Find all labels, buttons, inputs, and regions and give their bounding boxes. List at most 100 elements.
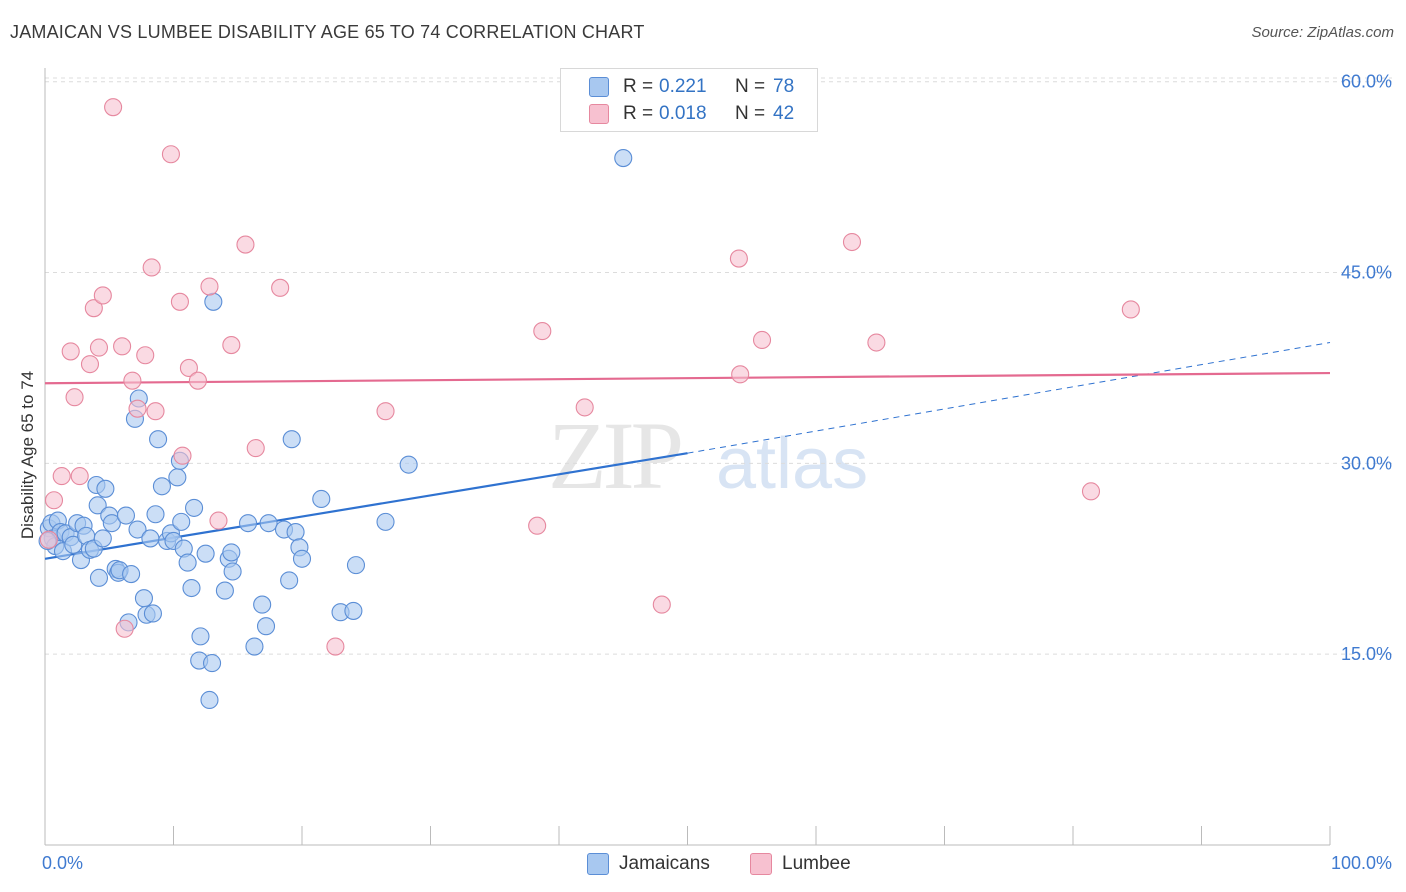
data-point-lumbee (200, 277, 219, 296)
trend-line-lumbee (44, 371, 1331, 385)
data-point-jamaicans (614, 149, 633, 168)
data-point-lumbee (84, 299, 103, 318)
data-point-lumbee (142, 258, 161, 277)
data-point-jamaicans (122, 564, 141, 584)
data-point-lumbee (376, 402, 395, 421)
data-point-jamaicans (141, 529, 160, 548)
data-point-lumbee (752, 330, 772, 350)
data-point-jamaicans (185, 498, 204, 517)
data-point-lumbee (209, 511, 228, 530)
series-jamaicans (38, 149, 633, 710)
x-tick-label: 0.0% (42, 853, 83, 873)
data-point-jamaicans (282, 430, 301, 449)
data-point-lumbee (80, 355, 100, 374)
data-point-lumbee (867, 333, 886, 352)
legend-n-label: N = (735, 103, 766, 124)
legend-n-value: 42 (773, 103, 795, 124)
data-point-jamaicans (203, 654, 222, 673)
data-point-lumbee (188, 371, 207, 390)
data-point-lumbee (52, 467, 71, 486)
data-point-jamaicans (196, 544, 215, 563)
data-point-lumbee (533, 322, 552, 341)
watermark-atlas: atlas (716, 424, 868, 504)
data-point-jamaicans (222, 543, 241, 562)
data-point-lumbee (842, 232, 862, 252)
stats-legend: R = 0.221 N = 78 R = 0.018 N = 42 (560, 68, 818, 132)
data-point-jamaicans (344, 601, 363, 620)
data-point-jamaicans (399, 455, 418, 474)
data-point-lumbee (179, 358, 198, 378)
data-point-jamaicans (215, 581, 234, 600)
data-point-lumbee (136, 346, 155, 365)
data-point-lumbee (89, 338, 109, 357)
chart-title: JAMAICAN VS LUMBEE DISABILITY AGE 65 TO … (10, 22, 645, 42)
data-point-lumbee (575, 398, 594, 417)
data-point-jamaicans (102, 514, 121, 533)
data-point-lumbee (161, 145, 180, 164)
data-point-jamaicans (182, 578, 201, 598)
legend-r-value: 0.221 (659, 76, 707, 97)
data-point-jamaicans (245, 637, 264, 656)
data-point-jamaicans (200, 690, 219, 710)
data-point-jamaicans (128, 520, 147, 539)
data-point-lumbee (1081, 482, 1101, 501)
bottom-legend-swatch-lumbee (750, 853, 772, 875)
data-point-jamaicans (292, 549, 312, 568)
data-point-jamaicans (346, 556, 366, 575)
data-point-lumbee (729, 249, 748, 268)
x-tick-label: 100.0% (1331, 853, 1392, 873)
data-point-jamaicans (238, 514, 258, 533)
data-point-jamaicans (280, 571, 299, 590)
gridlines (45, 77, 1392, 655)
y-tick-label: 30.0% (1341, 453, 1392, 473)
data-point-jamaicans (223, 562, 242, 581)
data-point-lumbee (104, 98, 123, 117)
data-point-lumbee (123, 371, 142, 390)
data-point-jamaicans (259, 514, 278, 533)
y-axis-label: Disability Age 65 to 74 (18, 370, 37, 540)
watermark-zip: ZIP (548, 402, 681, 509)
data-point-jamaicans (191, 627, 210, 646)
legend-r-label: R = (623, 103, 654, 124)
data-point-lumbee (731, 365, 750, 384)
data-point-jamaicans (152, 477, 171, 496)
data-point-lumbee (39, 530, 58, 549)
data-point-jamaicans (253, 595, 272, 614)
data-point-lumbee (70, 467, 89, 486)
bottom-legend-lumbee: Lumbee (750, 851, 851, 877)
series-lumbee (39, 98, 1140, 656)
data-point-jamaicans (89, 568, 109, 587)
y-tick-label: 45.0% (1341, 263, 1392, 283)
data-point-lumbee (271, 278, 290, 297)
data-point-jamaicans (256, 617, 276, 636)
y-tick-label: 15.0% (1341, 644, 1392, 664)
data-point-jamaicans (143, 604, 162, 623)
data-point-lumbee (113, 337, 132, 356)
data-point-lumbee (146, 402, 165, 421)
data-point-lumbee (222, 336, 241, 355)
data-point-jamaicans (134, 589, 153, 608)
data-point-jamaicans (64, 535, 83, 554)
axes (44, 68, 1331, 846)
bottom-legend-jamaicans: Jamaicans (587, 851, 710, 877)
legend-n-value: 78 (773, 76, 795, 97)
bottom-legend-label-jamaicans: Jamaicans (619, 853, 710, 874)
legend-n-label: N = (735, 76, 766, 97)
bottom-legend-swatch-jamaicans (587, 853, 609, 875)
data-point-lumbee (528, 516, 547, 535)
y-tick-label: 60.0% (1341, 72, 1392, 92)
data-point-jamaicans (116, 506, 136, 525)
data-point-jamaicans (88, 496, 107, 515)
trend-extension-jamaicans (687, 342, 1331, 454)
data-points (38, 98, 1140, 710)
data-point-lumbee (652, 595, 671, 614)
bottom-legend-label-lumbee: Lumbee (782, 853, 851, 874)
data-point-lumbee (236, 235, 255, 254)
data-point-jamaicans (376, 512, 395, 531)
data-point-lumbee (173, 446, 192, 465)
data-point-jamaicans (96, 479, 115, 498)
legend-row-lumbee: R = 0.018 N = 42 (589, 102, 794, 126)
data-point-jamaicans (149, 430, 168, 449)
source-credit: Source: ZipAtlas.com (1251, 24, 1394, 41)
data-point-jamaicans (178, 553, 197, 572)
